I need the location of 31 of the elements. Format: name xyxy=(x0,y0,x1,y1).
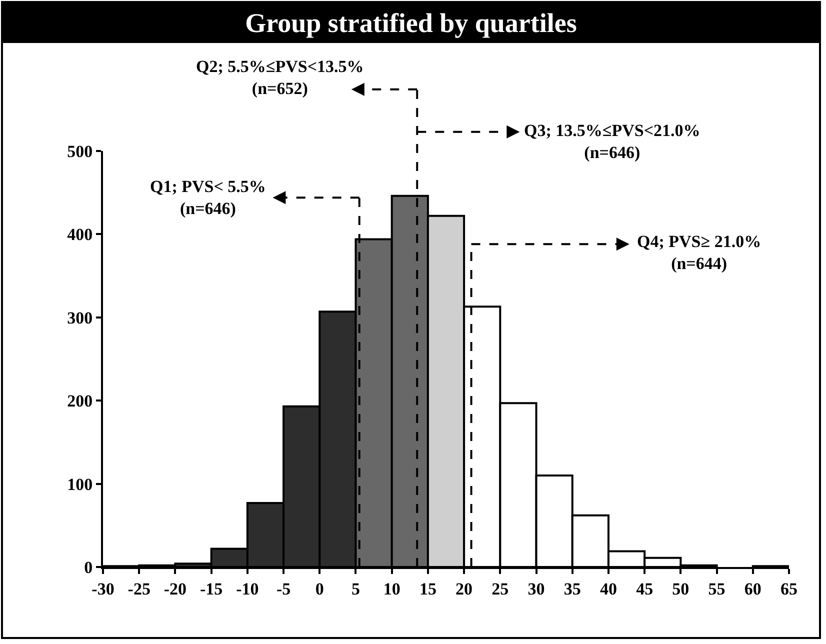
x-tick-label: 35 xyxy=(564,579,581,598)
x-tick-label: 20 xyxy=(456,579,473,598)
y-tick-label: 0 xyxy=(84,558,93,577)
x-tick-label: 30 xyxy=(528,579,545,598)
x-tick-label: -20 xyxy=(164,579,187,598)
x-tick-label: -5 xyxy=(276,579,291,598)
y-tick-label: 500 xyxy=(67,142,93,161)
x-tick-label: -15 xyxy=(200,579,223,598)
ref-line-label: Q1; PVS< 5.5% (n=646) xyxy=(150,177,266,218)
ref-line-label: Q4; PVS≥ 21.0% (n=644) xyxy=(637,232,762,274)
x-tick-label: 0 xyxy=(315,579,324,598)
x-tick-label: 65 xyxy=(780,579,798,598)
annotation: Q3; 13.5%≤PVS<21.0% (n=646) xyxy=(524,121,700,162)
x-tick-label: -30 xyxy=(92,579,114,598)
x-tick-label: -25 xyxy=(128,579,150,598)
y-tick-label: 400 xyxy=(67,225,93,244)
x-tick-label: 50 xyxy=(672,579,690,598)
x-tick-label: 10 xyxy=(383,579,400,598)
x-tick-label: 40 xyxy=(600,579,617,598)
ref-line-label: Q2; 5.5%≤PVS<13.5% (n=652) xyxy=(196,57,364,98)
x-tick-label: 25 xyxy=(492,579,509,598)
y-tick-label: 100 xyxy=(67,474,93,494)
x-tick-label: -10 xyxy=(236,579,259,598)
x-tick-label: 5 xyxy=(351,579,360,598)
x-tick-label: 60 xyxy=(744,579,762,598)
x-tick-label: 15 xyxy=(419,579,436,598)
x-tick-label: 55 xyxy=(708,579,726,598)
y-tick-label: 300 xyxy=(67,308,93,328)
y-tick-label: 200 xyxy=(67,392,93,411)
chart-title: Group stratified by quartiles xyxy=(3,3,819,43)
x-tick-label: 45 xyxy=(636,579,654,598)
